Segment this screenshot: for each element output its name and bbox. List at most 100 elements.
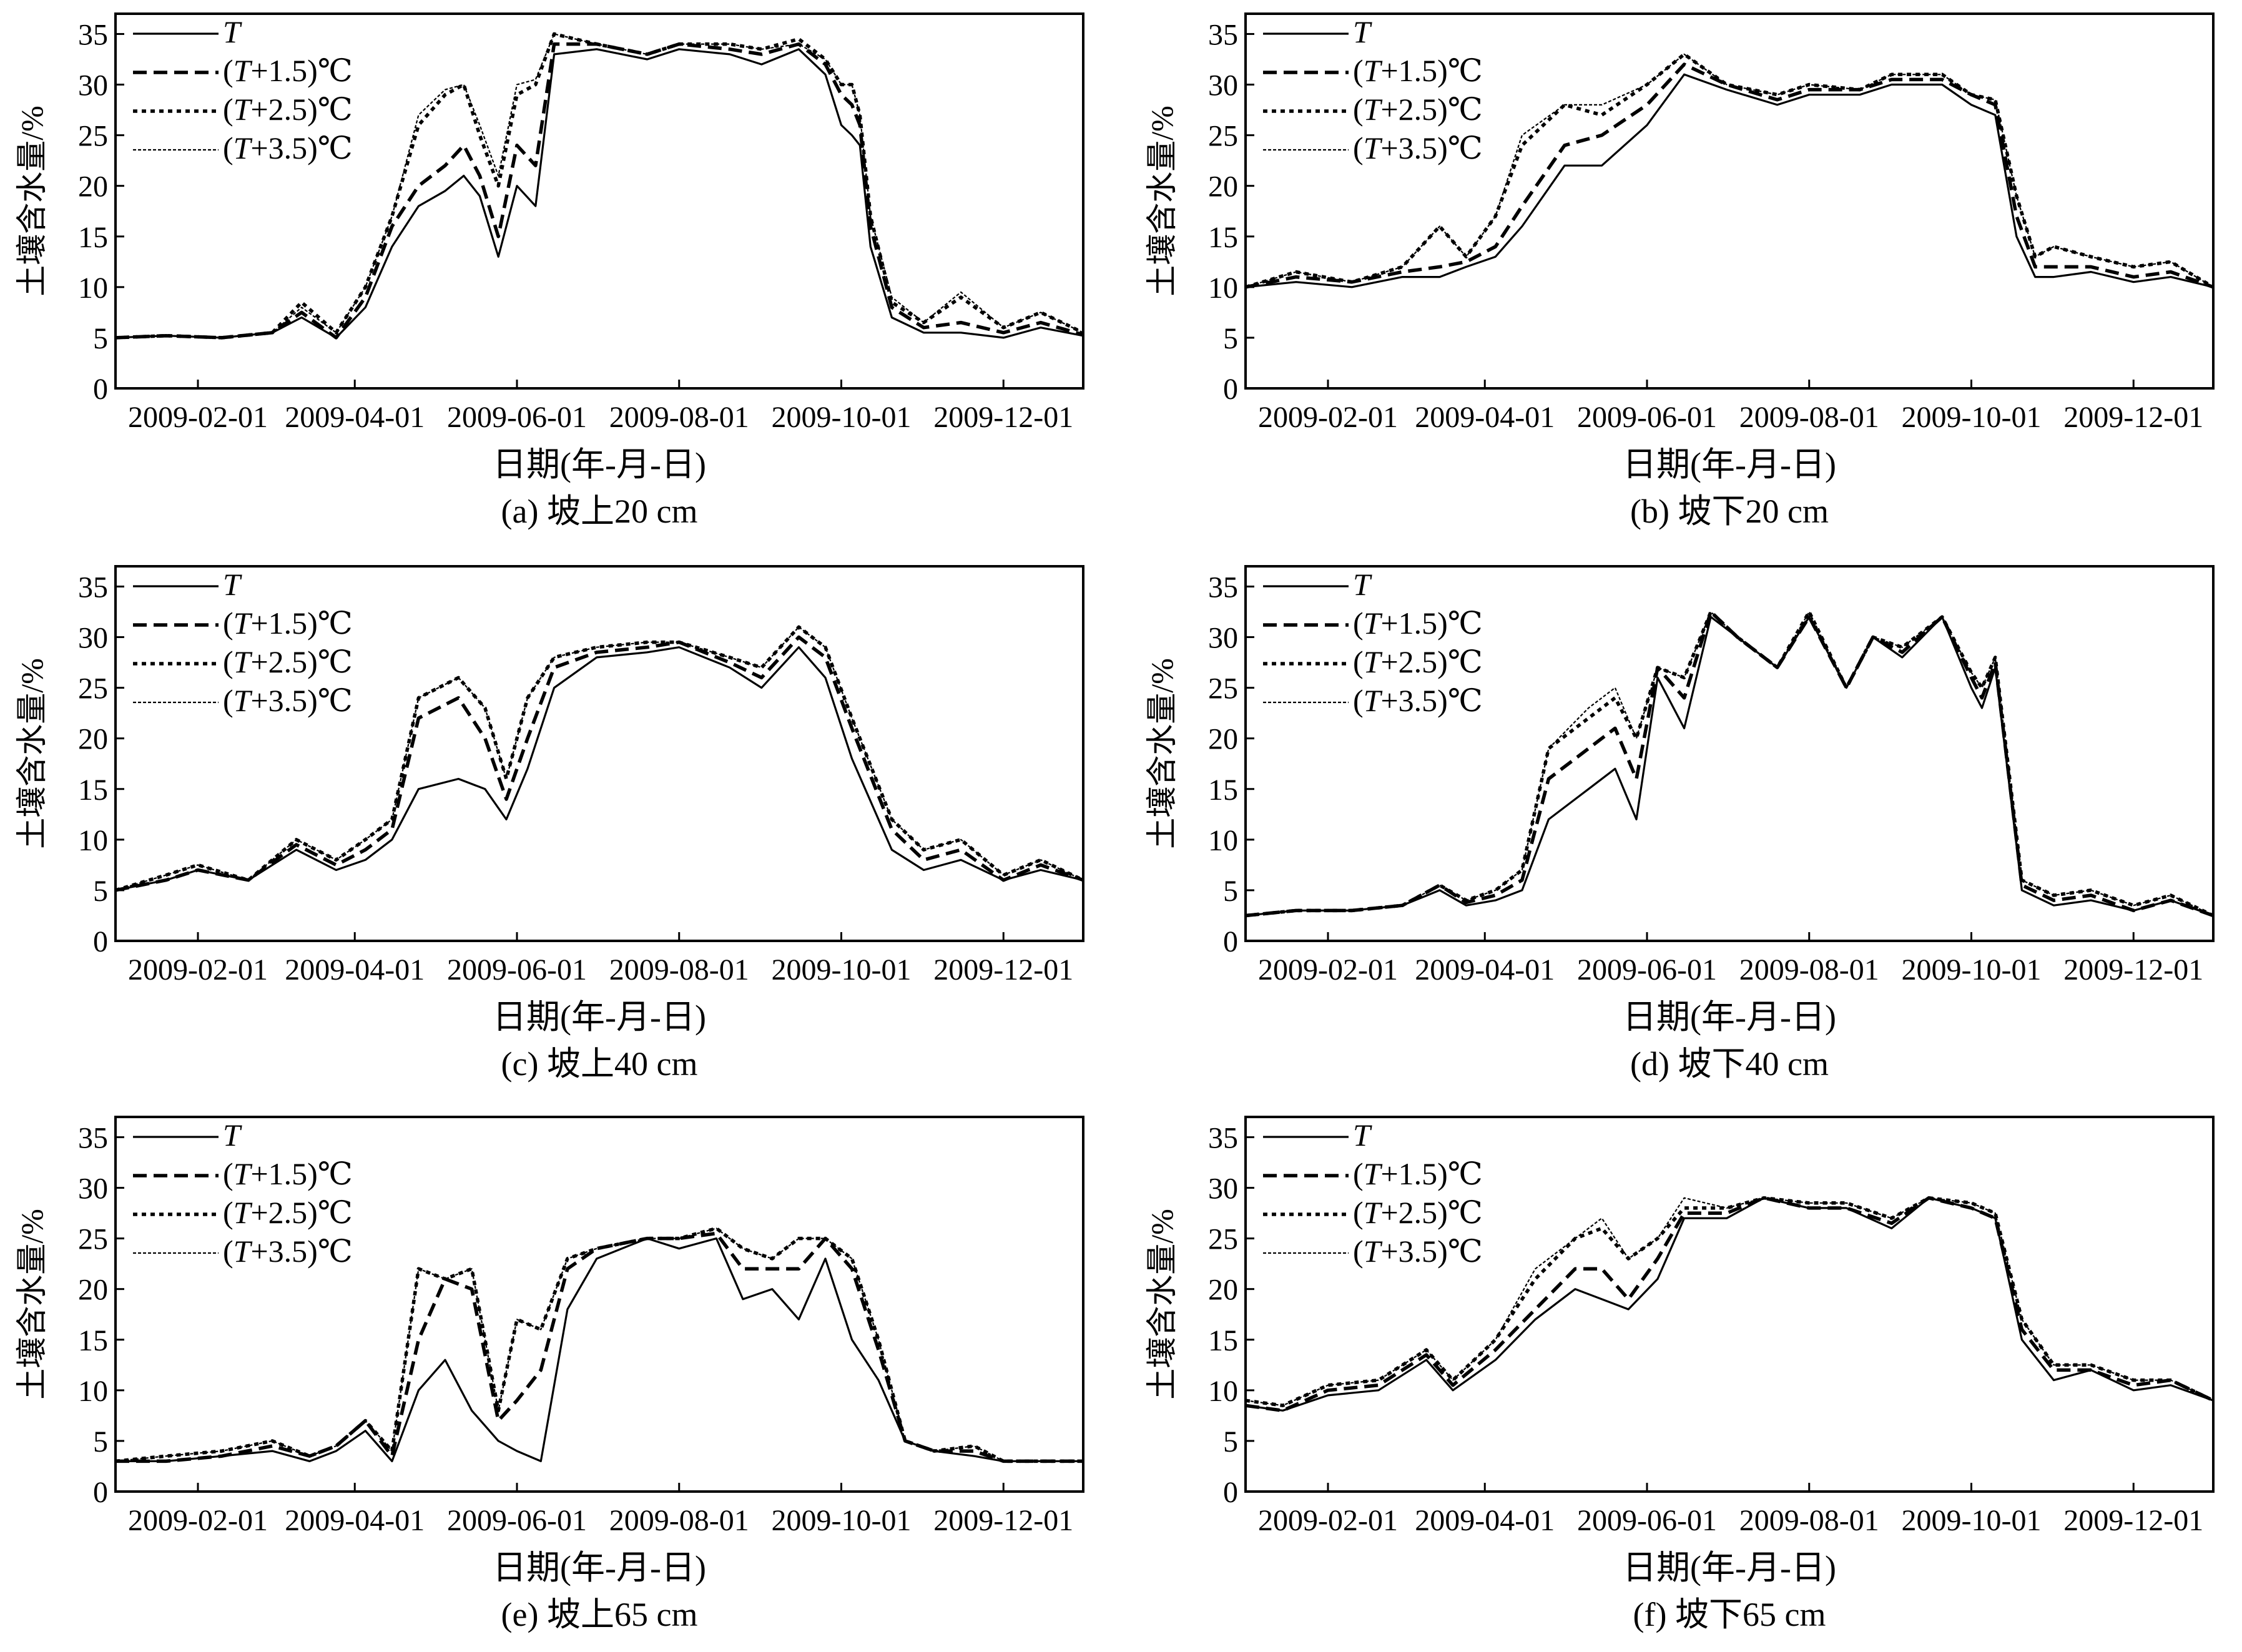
legend-label: (T+1.5)℃ — [223, 1156, 353, 1191]
y-tick-label: 10 — [78, 1375, 108, 1408]
legend-italic: T — [234, 644, 253, 679]
x-axis-label: 日期(年-月-日) — [1623, 446, 1836, 483]
plot-frame — [114, 1116, 1084, 1493]
legend-prefix: ( — [1353, 1234, 1364, 1269]
x-tick-label: 2009-02-01 — [128, 1504, 268, 1537]
x-tick-label: 2009-02-01 — [128, 401, 268, 434]
x-tick-label: 2009-10-01 — [1902, 1504, 2042, 1537]
legend-label: (T+3.5)℃ — [223, 1234, 353, 1269]
x-tick-label: 2009-12-01 — [933, 401, 1073, 434]
y-tick-label: 5 — [93, 322, 108, 355]
legend-label: (T+2.5)℃ — [1353, 92, 1483, 127]
y-tick-label: 15 — [1208, 221, 1238, 254]
chart-panel: 0 5 10 15 20 25 30 35 2009-02-01 2009-04-01 2009-0… — [14, 12, 1084, 530]
x-tick-label: 2009-08-01 — [609, 401, 749, 434]
legend-prefix: ( — [223, 1234, 234, 1269]
legend-label: T — [1353, 1118, 1372, 1153]
y-tick-label: 15 — [1208, 774, 1238, 807]
y-axis-label: 土壤含水量/% — [1144, 1209, 1179, 1400]
legend-label: (T+1.5)℃ — [1353, 1156, 1483, 1191]
legend-italic: T — [1353, 14, 1372, 49]
series-line-thin — [1247, 1197, 2212, 1407]
panel-caption: (e) 坡上65 cm — [501, 1596, 698, 1633]
panel-caption: (c) 坡上40 cm — [501, 1045, 698, 1083]
legend-suffix: +1.5)℃ — [1380, 53, 1482, 88]
legend-suffix: +1.5)℃ — [250, 53, 352, 88]
legend-label: (T+2.5)℃ — [1353, 644, 1483, 679]
y-tick-label: 5 — [1223, 1425, 1238, 1458]
x-tick-label: 2009-02-01 — [128, 953, 268, 986]
y-tick-label: 30 — [1208, 622, 1238, 655]
x-tick-label: 2009-06-01 — [447, 1504, 587, 1537]
y-axis-label: 土壤含水量/% — [1144, 106, 1179, 297]
series-line-thin — [117, 33, 1082, 338]
legend-italic: T — [1364, 1234, 1383, 1269]
series-line-thin — [1247, 53, 2212, 288]
legend-suffix: +1.5)℃ — [1380, 1156, 1482, 1191]
y-tick-label: 0 — [1223, 1476, 1238, 1509]
x-tick-label: 2009-04-01 — [285, 401, 425, 434]
legend-label: (T+3.5)℃ — [223, 683, 353, 718]
legend-prefix: ( — [1353, 53, 1364, 88]
x-tick-label: 2009-12-01 — [2063, 953, 2203, 986]
legend-prefix: ( — [223, 53, 234, 88]
y-tick-label: 35 — [1208, 18, 1238, 51]
series-line-dash — [117, 42, 1082, 340]
y-tick-label: 25 — [78, 672, 108, 706]
y-tick-label: 0 — [93, 1476, 108, 1509]
legend-italic: T — [1364, 1156, 1383, 1191]
legend-italic: T — [234, 92, 253, 127]
legend-italic: T — [223, 14, 242, 49]
panel-caption: (d) 坡下40 cm — [1630, 1045, 1829, 1083]
plot-frame — [114, 565, 1084, 942]
y-tick-label: 20 — [78, 723, 108, 756]
legend-italic: T — [1364, 644, 1383, 679]
legend-italic: T — [1364, 606, 1383, 641]
x-tick-label: 2009-12-01 — [2063, 1504, 2203, 1537]
chart-panel: 0 5 10 15 20 25 30 35 2009-02-01 2009-04-01 2009-0… — [1144, 1116, 2215, 1633]
legend-label: (T+2.5)℃ — [223, 644, 353, 679]
y-tick-label: 25 — [1208, 120, 1238, 153]
x-axis-label: 日期(年-月-日) — [493, 998, 706, 1036]
legend-italic: T — [223, 1118, 242, 1153]
x-tick-label: 2009-04-01 — [1415, 953, 1555, 986]
legend-label: (T+3.5)℃ — [1353, 130, 1483, 165]
y-tick-label: 10 — [1208, 272, 1238, 305]
y-tick-label: 5 — [93, 1425, 108, 1458]
series-line-dash — [1247, 62, 2212, 289]
chart-panel: 0 5 10 15 20 25 30 35 2009-02-01 2009-04-01 2009-0… — [14, 1116, 1084, 1633]
y-tick-label: 35 — [78, 18, 108, 51]
x-tick-label: 2009-08-01 — [609, 1504, 749, 1537]
y-axis-label: 土壤含水量/% — [14, 1209, 49, 1400]
x-tick-label: 2009-06-01 — [447, 953, 587, 986]
y-tick-label: 15 — [78, 774, 108, 807]
legend-suffix: +1.5)℃ — [1380, 606, 1482, 641]
legend-italic: T — [234, 130, 253, 165]
y-tick-label: 35 — [78, 571, 108, 604]
y-tick-label: 35 — [1208, 1121, 1238, 1154]
legend-prefix: ( — [1353, 1156, 1364, 1191]
y-tick-label: 20 — [1208, 170, 1238, 204]
plot-frame — [1244, 1116, 2215, 1493]
plot-frame — [1244, 12, 2215, 390]
x-tick-label: 2009-12-01 — [933, 1504, 1073, 1537]
legend-italic: T — [234, 606, 253, 641]
y-tick-label: 20 — [78, 1274, 108, 1307]
x-tick-label: 2009-08-01 — [1739, 401, 1879, 434]
series-line-solid — [117, 48, 1082, 339]
x-tick-label: 2009-08-01 — [1739, 953, 1879, 986]
legend-prefix: ( — [223, 683, 234, 718]
legend-label: (T+3.5)℃ — [1353, 683, 1483, 718]
legend-prefix: ( — [223, 1156, 234, 1191]
y-tick-label: 20 — [1208, 723, 1238, 756]
y-tick-label: 15 — [78, 1324, 108, 1357]
legend-prefix: ( — [1353, 683, 1364, 718]
legend-italic: T — [1364, 1195, 1383, 1230]
series-line-solid — [117, 1237, 1082, 1462]
legend-label: (T+2.5)℃ — [223, 92, 353, 127]
x-tick-label: 2009-12-01 — [933, 953, 1073, 986]
legend-suffix: +3.5)℃ — [1380, 130, 1482, 165]
y-tick-label: 0 — [93, 373, 108, 406]
x-tick-label: 2009-02-01 — [1258, 1504, 1398, 1537]
y-tick-label: 30 — [78, 69, 108, 102]
